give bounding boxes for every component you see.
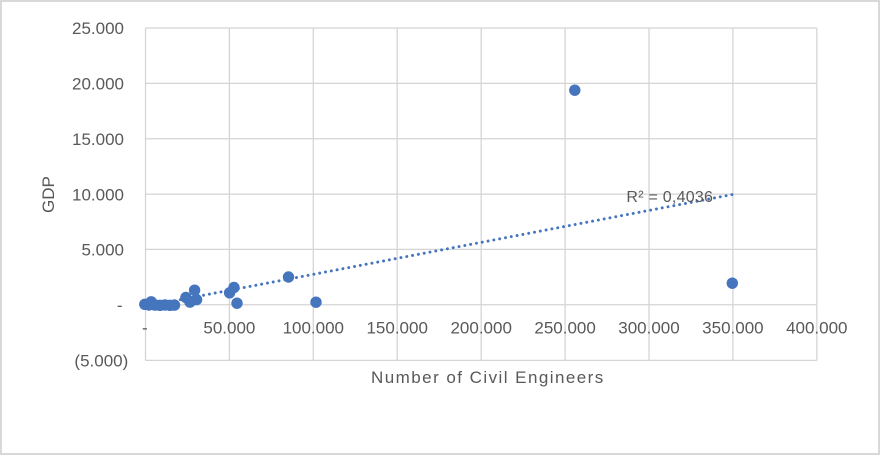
svg-text:10.000: 10.000 [72, 185, 124, 204]
svg-text:5.000: 5.000 [81, 241, 124, 260]
svg-text:25.000: 25.000 [72, 19, 124, 38]
svg-text:Number of Civil Engineers: Number of Civil Engineers [371, 368, 605, 387]
svg-text:-: - [142, 319, 148, 338]
svg-text:250.000: 250.000 [534, 319, 595, 338]
svg-text:50.000: 50.000 [203, 319, 255, 338]
svg-text:(5.000): (5.000) [74, 351, 128, 370]
svg-text:350.000: 350.000 [702, 319, 763, 338]
svg-text:200.000: 200.000 [450, 319, 511, 338]
svg-text:R² = 0,4036: R² = 0,4036 [626, 189, 713, 206]
svg-text:150.000: 150.000 [366, 319, 427, 338]
svg-text:GDP: GDP [39, 176, 58, 213]
svg-text:400.000: 400.000 [786, 319, 847, 338]
svg-text:100.000: 100.000 [283, 319, 344, 338]
svg-text:20.000: 20.000 [72, 75, 124, 94]
svg-text:-: - [117, 296, 123, 315]
svg-text:300.000: 300.000 [618, 319, 679, 338]
svg-text:15.000: 15.000 [72, 130, 124, 149]
